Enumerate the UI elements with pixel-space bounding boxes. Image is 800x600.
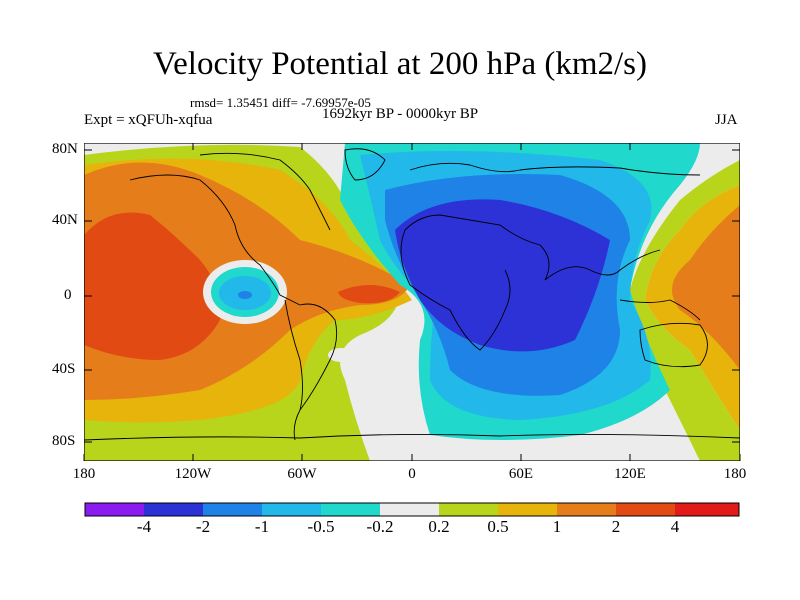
colorbar-swatch [616,503,675,516]
central-america-anomaly [203,260,354,362]
colorbar-label: 4 [670,517,680,536]
colorbar-label: -1 [254,517,270,536]
colorbar-swatch [321,503,380,516]
x-tick-label: 180 [723,466,747,482]
x-tick-label: 60W [287,466,317,482]
stats-text: rmsd= 1.35451 diff= -7.69957e-05 [190,95,371,110]
y-tick-label: 40N [52,212,78,228]
map-title: Velocity Potential at 200 hPa (km2/s) [152,46,648,82]
x-tick-label: 120E [614,466,646,482]
colorbar-swatch [439,503,498,516]
y-tick-label: 0 [64,287,72,303]
period-label: 1692kyr BP - 0000kyr BP [322,106,479,122]
velocity-potential-map [84,143,740,461]
colorbar-label: 0.2 [428,517,450,536]
x-tick-label: 60E [508,466,534,482]
colorbar-label: -4 [136,517,152,536]
colorbar-swatch [557,503,616,516]
colorbar-swatch [380,503,439,516]
colorbar-swatch [203,503,262,516]
experiment-label: Expt = xQFUh-xqfua [84,112,213,128]
colorbar-swatch [85,503,144,516]
x-tick-label: 120W [174,466,212,482]
colorbar-swatch [262,503,321,516]
colorbar-label: 1 [552,517,562,536]
y-tick-label: 80S [52,433,76,449]
y-tick-label: 40S [52,361,76,377]
x-tick-label: 180 [72,466,96,482]
x-tick-label: 0 [408,466,416,482]
colorbar-label: -2 [195,517,211,536]
colorbar [84,502,740,517]
colorbar-label: 2 [611,517,621,536]
season-label: JJA [715,112,738,128]
negative-anomaly-region [340,143,700,440]
colorbar-swatch [675,503,739,516]
colorbar-swatch [498,503,557,516]
colorbar-label: -0.2 [366,517,394,536]
coastlines [84,148,740,441]
colorbar-label: 0.5 [487,517,509,536]
axis-ticks [83,143,741,461]
colorbar-swatch [144,503,203,516]
y-tick-label: 80N [52,141,78,157]
colorbar-label: -0.5 [307,517,335,536]
